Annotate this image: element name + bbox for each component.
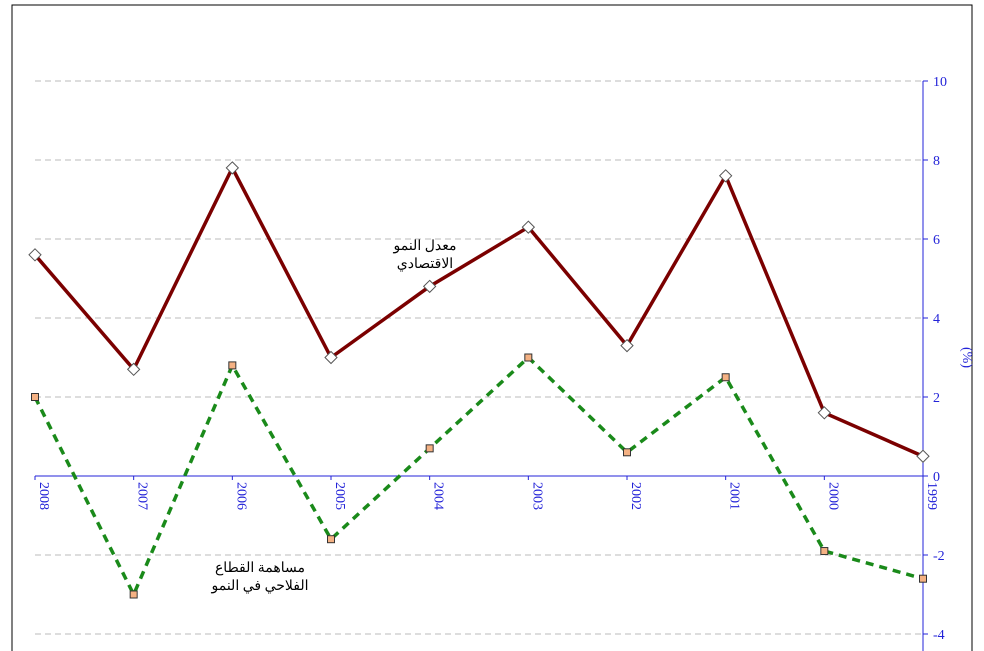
marker (623, 448, 631, 457)
marker (422, 279, 437, 294)
x-tick-label: 2006 (233, 482, 248, 510)
x-tick-label: 2002 (628, 482, 643, 510)
x-tick-label: 2000 (825, 482, 840, 510)
x-tick-label: 2005 (332, 482, 347, 510)
marker (521, 220, 536, 234)
y-tick-label: 8 (933, 154, 940, 169)
marker (225, 161, 240, 175)
marker (126, 362, 141, 377)
y-tick-label: -2 (933, 549, 945, 564)
marker (28, 248, 42, 262)
x-tick-label: 2008 (36, 482, 51, 510)
x-tick-label: 2004 (431, 482, 446, 510)
y-tick-label: -4 (933, 628, 945, 643)
y-tick-label: 6 (933, 233, 940, 248)
marker (817, 406, 832, 420)
y-axis-title: (%) (959, 347, 974, 368)
frame (11, 4, 973, 651)
marker (916, 449, 930, 463)
marker (620, 338, 634, 353)
marker (718, 169, 733, 183)
marker (324, 350, 338, 365)
y-tick-label: 2 (933, 391, 940, 406)
x-tick-label: 2003 (529, 482, 544, 510)
marker (820, 547, 829, 556)
x-tick-label: 2007 (135, 482, 150, 510)
marker (129, 590, 138, 599)
marker (327, 535, 335, 544)
x-tick-label: 1999 (924, 482, 939, 510)
marker (919, 574, 927, 583)
x-tick-label: 2001 (727, 482, 742, 510)
y-tick-label: 10 (933, 75, 947, 90)
marker (425, 444, 434, 453)
series-annotation: معدل النمو الاقتصادي (393, 239, 457, 272)
series-line (33, 164, 924, 458)
marker (31, 393, 39, 401)
marker (228, 361, 237, 370)
series-line (33, 355, 924, 599)
marker (721, 373, 730, 382)
y-tick-label: 4 (933, 312, 940, 327)
marker (524, 353, 533, 362)
y-tick-label: 0 (933, 470, 940, 485)
series-annotation: مساهمة القطاع الفلاحي في النمو (211, 561, 309, 594)
